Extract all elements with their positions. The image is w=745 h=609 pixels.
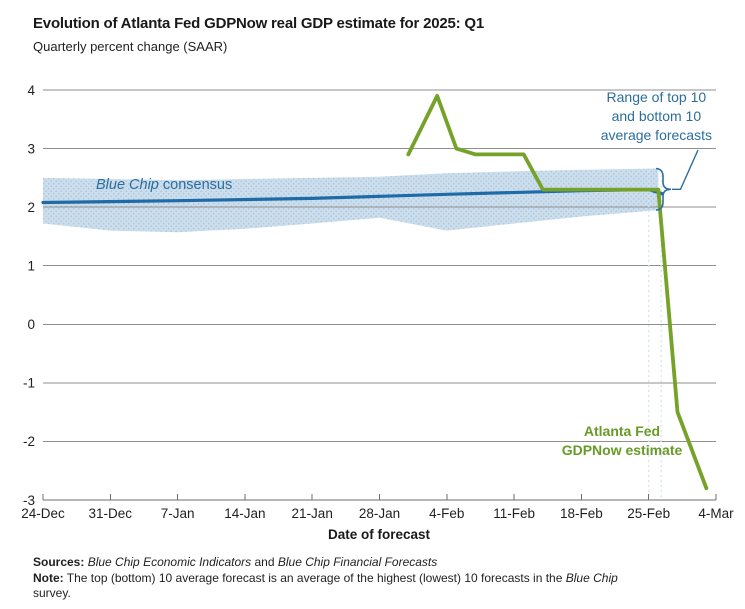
x-tick-label: 24-Dec: [21, 506, 65, 521]
range-annotation-line: average forecasts: [600, 127, 712, 143]
range-annotation: Range of top 10 and bottom 10 average fo…: [601, 88, 712, 145]
x-tick-label: 18-Feb: [560, 506, 603, 521]
blue-chip-consensus-label-italic: Blue Chip: [96, 177, 159, 193]
y-tick-label: 4: [27, 83, 35, 98]
annotation-pointer-line: [672, 149, 699, 190]
x-tick-label: 31-Dec: [89, 506, 133, 521]
gdpnow-estimate-label: Atlanta Fed GDPNow estimate: [551, 422, 693, 460]
gdpnow-estimate-label-line: Atlanta Fed: [583, 423, 661, 439]
y-tick-label: -3: [23, 493, 35, 508]
range-annotation-line: and bottom 10: [611, 108, 702, 124]
note-label: Note:: [33, 570, 64, 585]
x-tick-label: 28-Jan: [359, 506, 400, 521]
note-line: Note: The top (bottom) 10 average foreca…: [33, 571, 653, 602]
x-tick-label: 21-Jan: [292, 506, 333, 521]
x-tick-label: 25-Feb: [627, 506, 670, 521]
range-annotation-line: Range of top 10: [606, 89, 707, 105]
x-axis-title: Date of forecast: [327, 527, 431, 542]
note-text: The top (bottom) 10 average forecast is …: [66, 570, 563, 585]
y-tick-label: 2: [27, 200, 35, 215]
x-tick-label: 7-Jan: [161, 506, 195, 521]
y-tick-label: -2: [23, 434, 35, 449]
x-tick-label: 11-Feb: [493, 506, 535, 521]
x-tick-label: 14-Jan: [224, 506, 265, 521]
source-1: Blue Chip Economic Indicators: [87, 555, 252, 569]
x-tick-label: 4-Feb: [429, 506, 464, 521]
blue-chip-consensus-label-rest: consensus: [158, 177, 233, 193]
note-italic: Blue Chip: [565, 570, 618, 585]
chart-subtitle: Quarterly percent change (SAAR): [33, 39, 228, 54]
sources-and: and: [254, 555, 275, 569]
sources-label: Sources:: [33, 555, 85, 569]
gdpnow-line: [406, 94, 709, 491]
source-2: Blue Chip Financial Forecasts: [277, 555, 438, 569]
note-text-end: survey.: [33, 586, 71, 600]
gdpnow-estimate-label-line: GDPNow estimate: [561, 442, 683, 458]
blue-chip-consensus-label: Blue Chip consensus: [96, 177, 232, 193]
blue-chip-range-band: [43, 168, 659, 233]
sources-line: Sources: Blue Chip Economic Indicators a…: [33, 555, 653, 571]
y-tick-label: 0: [27, 317, 35, 332]
range-brace: [655, 167, 672, 211]
y-tick-label: 1: [27, 259, 35, 274]
y-tick-label: -1: [23, 376, 35, 391]
chart-title: Evolution of Atlanta Fed GDPNow real GDP…: [33, 15, 485, 32]
y-tick-label: 3: [27, 141, 35, 156]
footnotes: Sources: Blue Chip Economic Indicators a…: [33, 555, 653, 602]
x-tick-label: 4-Mar: [698, 506, 734, 521]
